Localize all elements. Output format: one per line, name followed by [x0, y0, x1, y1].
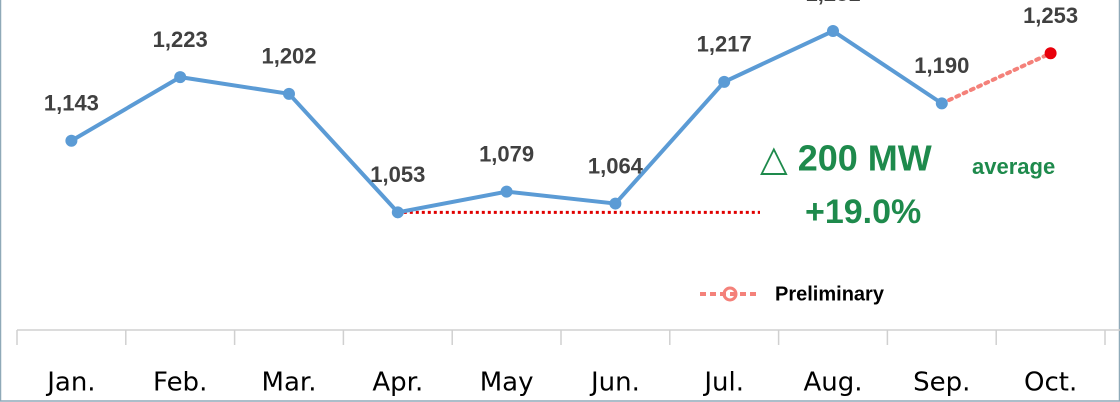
x-tick-label: Aug.: [803, 368, 862, 398]
data-label: 1,253: [1023, 3, 1078, 28]
x-tick-label: Jan.: [45, 368, 95, 398]
data-label: 1,064: [588, 153, 644, 178]
x-tick-label: Oct.: [1024, 368, 1077, 398]
x-tick-label: Feb.: [153, 368, 207, 398]
marker: [391, 206, 404, 219]
marker: [827, 25, 839, 38]
marker: [718, 75, 731, 88]
data-label: 1,053: [370, 162, 425, 187]
x-tick-label: Jun.: [589, 368, 640, 398]
legend-label: Preliminary: [775, 283, 885, 305]
x-tick-label: Apr.: [372, 368, 423, 398]
x-tick-label: Sep.: [913, 368, 970, 398]
data-label: 1,223: [153, 27, 208, 52]
marker: [174, 71, 187, 84]
x-tick-label: May: [480, 368, 534, 398]
annotation: △ 200 MW: [760, 138, 932, 179]
data-label: 1,202: [261, 44, 316, 69]
data-label: 1,143: [44, 91, 99, 116]
marker: [283, 87, 295, 100]
legend-marker: [722, 286, 738, 302]
marker: [65, 134, 78, 147]
series-line: [70, 28, 943, 215]
series-line: [939, 51, 1053, 106]
marker: [1044, 47, 1057, 60]
data-label: 1,190: [914, 53, 969, 78]
marker: [609, 197, 622, 210]
data-label: 1,079: [479, 141, 534, 166]
x-tick-label: Mar.: [262, 368, 317, 398]
data-label: 1,281: [805, 0, 860, 6]
marker: [935, 97, 948, 110]
x-tick-label: Jul.: [702, 368, 744, 398]
data-label: 1,217: [697, 32, 752, 57]
annotation: +19.0%: [805, 193, 921, 231]
annotation-subscript: average: [972, 154, 1055, 179]
marker: [500, 185, 513, 198]
